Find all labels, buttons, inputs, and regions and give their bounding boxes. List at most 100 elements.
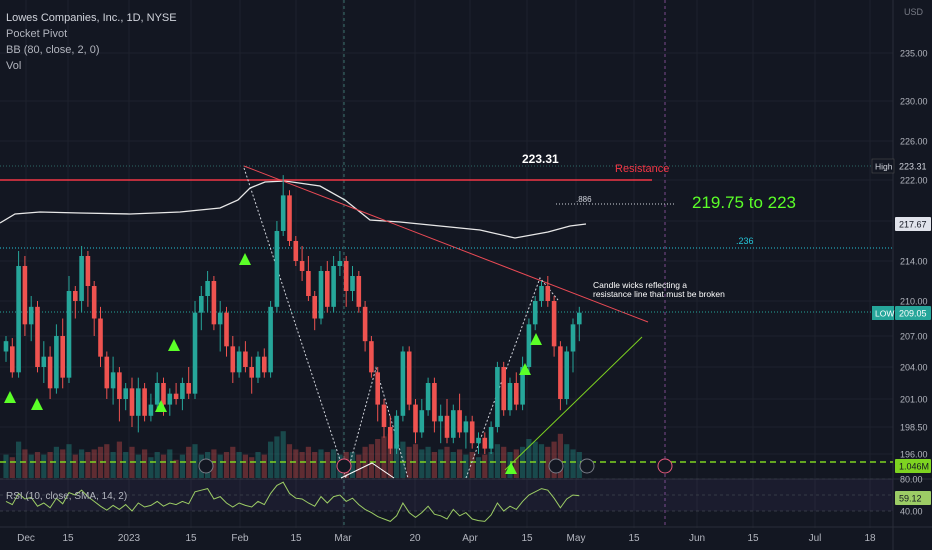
candle-body [41, 356, 47, 367]
candle-body [570, 324, 576, 352]
candle-body [10, 346, 15, 373]
candle-body [148, 404, 154, 416]
time-tick-label: Dec [17, 533, 35, 544]
volume-bar [368, 444, 374, 478]
indicator-pocket-pivot[interactable]: Pocket Pivot [6, 28, 68, 40]
candle-body [501, 367, 506, 411]
candle-body [457, 410, 462, 433]
candle-body [255, 356, 261, 378]
indicator-vol[interactable]: Vol [6, 60, 22, 72]
candle-body [558, 346, 563, 399]
event-badge [579, 458, 595, 474]
volume-bar [211, 449, 217, 478]
volume-bar [293, 449, 299, 478]
candle-body [262, 356, 267, 373]
volume-bar [494, 444, 500, 478]
candle-body [369, 341, 374, 373]
volume-bar [41, 454, 47, 478]
volume-bar [557, 433, 563, 478]
bollinger-basis [0, 180, 587, 239]
volume-bar [85, 452, 91, 478]
candle-body [400, 351, 406, 416]
symbol-title[interactable]: Lowes Companies, Inc., 1D, NYSE [6, 12, 177, 24]
event-badge [336, 458, 352, 474]
candle-body [318, 271, 324, 319]
candle-body [28, 306, 34, 325]
volume-bar [394, 444, 400, 478]
candle-body [224, 312, 229, 347]
price-tag-label-box [872, 306, 894, 320]
volume-bar [79, 449, 85, 478]
candle-body [432, 383, 437, 422]
price-tick-label: 196.00 [900, 450, 928, 460]
time-tick-label: 15 [290, 533, 302, 544]
candle-body [249, 367, 254, 378]
candle-body [3, 341, 9, 352]
candle-body [520, 367, 525, 405]
candle-body [142, 388, 147, 416]
price-tag-value: 217.67 [899, 220, 927, 230]
price-tick-label: 235.00 [900, 49, 928, 59]
candle-body [312, 296, 317, 319]
volume-bar [469, 452, 475, 478]
price-tag-box [895, 159, 931, 173]
candle-body [268, 306, 273, 373]
volume-bar [375, 439, 381, 478]
volume-bar [22, 449, 28, 478]
candle-body [35, 306, 40, 367]
volume-bar [431, 452, 437, 478]
candle-body [488, 427, 494, 449]
event-badge [548, 458, 564, 474]
candle-body [22, 266, 28, 325]
currency-label: USD [904, 7, 924, 17]
volume-bar [72, 454, 78, 478]
candle-body [482, 437, 488, 449]
volume-bar [331, 449, 337, 478]
volume-bar [154, 452, 160, 478]
candle-body [236, 351, 242, 373]
candle-body [362, 306, 368, 342]
candle-body [47, 356, 53, 389]
candle-body [280, 195, 286, 231]
candle-body [469, 421, 475, 444]
volume-bar [286, 444, 293, 478]
pocket-pivot-marker [31, 398, 43, 410]
time-tick-label: 15 [62, 533, 74, 544]
descending-trendline [243, 165, 649, 323]
volume-bar [356, 454, 362, 478]
candle-body [211, 281, 217, 325]
candle-body [406, 351, 412, 405]
candle-body [192, 312, 198, 394]
volume-bar [349, 452, 356, 478]
candle-body [337, 261, 343, 266]
volume-bar [387, 433, 393, 478]
candle-body [343, 261, 349, 291]
volume-bar [406, 446, 412, 478]
volume-bar [53, 446, 59, 478]
time-tick-label: Apr [462, 533, 478, 544]
volume-bar [3, 454, 9, 478]
volume-bar [425, 446, 431, 478]
time-tick-label: 15 [747, 533, 759, 544]
volume-bar [419, 449, 425, 478]
note-line-2: resistance line that must be broken [593, 289, 725, 299]
zigzag-bottom [340, 462, 395, 479]
candle-body [123, 388, 128, 399]
candle-body [73, 291, 78, 301]
volume-bar [305, 446, 311, 478]
rsi-tick-label: 80.00 [900, 475, 923, 485]
volume-bar [179, 454, 185, 478]
candle-body [451, 410, 456, 438]
candle-body [564, 351, 569, 399]
candle-body [551, 301, 557, 347]
candle-body [356, 276, 362, 307]
candle-body [381, 404, 387, 427]
candle-body [539, 286, 544, 301]
candle-body [413, 404, 418, 433]
volume-bar [412, 444, 419, 478]
indicator-bb[interactable]: BB (80, close, 2, 0) [6, 44, 100, 56]
fib-886-label: .886 [576, 195, 592, 204]
volume-bar [142, 449, 148, 478]
volume-bar [545, 446, 551, 478]
